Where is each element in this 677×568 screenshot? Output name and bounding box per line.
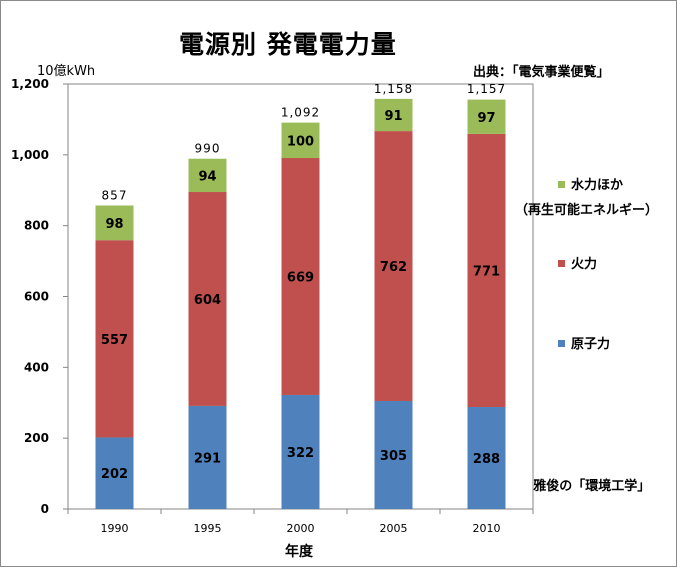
source-note: 出典：「電気事業便覧」 (473, 65, 610, 80)
data-label: 557 (101, 333, 128, 348)
bar-segment (467, 133, 506, 407)
total-label: 990 (195, 141, 221, 155)
data-label: 305 (380, 449, 407, 464)
data-label: 669 (287, 270, 314, 285)
data-label: 94 (198, 169, 216, 184)
total-label: 1,092 (281, 105, 320, 119)
data-label: 762 (380, 260, 407, 275)
data-label: 97 (477, 111, 495, 126)
chart-title: 電源別 発電電力量 (179, 30, 397, 59)
legend-swatch (558, 181, 565, 188)
data-label: 91 (384, 109, 402, 124)
legend-swatch (558, 260, 565, 267)
legend-label: 原子力 (571, 336, 610, 352)
bar-segment (188, 158, 227, 193)
total-label: 1,158 (374, 82, 413, 96)
bar-segment (374, 131, 413, 401)
bar-segment (374, 400, 413, 509)
legend-swatch (558, 340, 565, 347)
legend-label: 水力ほか (571, 177, 623, 193)
data-label: 771 (473, 264, 500, 279)
y-tick-label: 0 (41, 502, 49, 516)
bar-segment (374, 98, 413, 132)
bar-segment (95, 437, 134, 509)
legend-label-line2: （再生可能エネルギー） (515, 202, 658, 218)
data-label: 100 (287, 134, 314, 149)
bar-segment (281, 394, 320, 509)
data-label: 604 (194, 293, 221, 308)
y-tick-label: 1,000 (11, 148, 49, 162)
bar-segment (95, 240, 134, 438)
x-tick-label: 2000 (287, 522, 315, 535)
x-axis-label: 年度 (285, 544, 313, 560)
data-label: 291 (194, 451, 221, 466)
bar-segment (281, 158, 320, 395)
y-tick-label: 600 (24, 290, 49, 304)
x-tick-label: 1990 (101, 522, 129, 535)
data-label: 202 (101, 467, 128, 482)
x-tick-label: 2010 (473, 522, 501, 535)
y-tick-label: 1,200 (11, 77, 49, 91)
y-tick-label: 800 (24, 219, 49, 233)
bar-segment (188, 192, 227, 406)
x-tick-label: 2005 (380, 522, 408, 535)
bar-segment (95, 205, 134, 241)
y-tick-label: 400 (24, 360, 49, 374)
legend-label: 火力 (571, 256, 597, 272)
bar-segment (467, 407, 506, 509)
total-label: 857 (102, 188, 128, 202)
total-label: 1,157 (467, 82, 506, 96)
x-tick-label: 1995 (194, 522, 222, 535)
bar-segment (467, 99, 506, 134)
y-tick-label: 200 (24, 431, 49, 445)
bar-segment (188, 405, 227, 509)
y-axis-unit-label: 10億kWh (37, 64, 96, 79)
data-label: 288 (473, 452, 500, 467)
bar-segment (281, 122, 320, 159)
data-label: 322 (287, 446, 314, 461)
data-label: 98 (105, 217, 123, 232)
